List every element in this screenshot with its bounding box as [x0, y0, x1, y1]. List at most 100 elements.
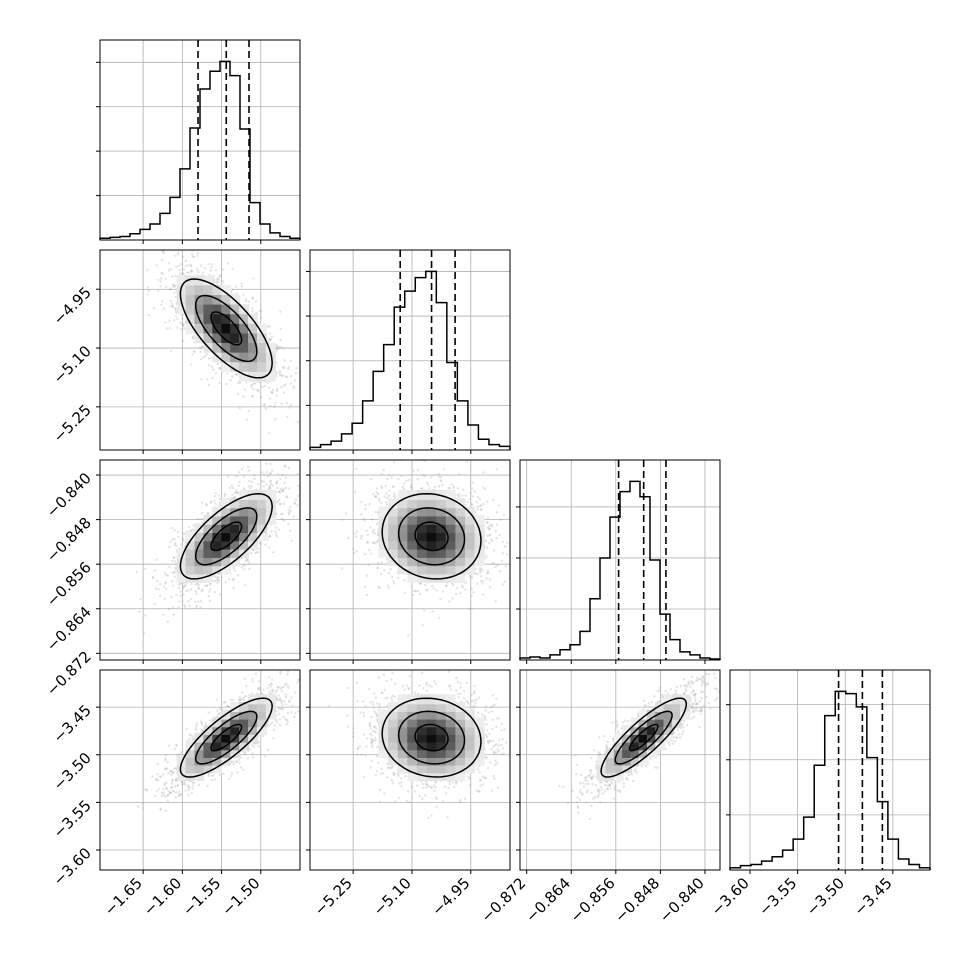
sample-point	[262, 473, 266, 476]
sample-point	[486, 534, 489, 537]
sample-point	[171, 571, 174, 575]
density-cell	[416, 531, 427, 542]
sample-point	[282, 502, 286, 505]
sample-point	[476, 582, 479, 585]
sample-point	[490, 523, 493, 526]
sample-point	[502, 513, 506, 517]
density-cell	[256, 323, 267, 334]
sample-point	[265, 470, 268, 474]
sample-point	[293, 379, 296, 382]
sample-point	[229, 379, 232, 382]
sample-point	[173, 528, 176, 532]
density-cell	[265, 514, 276, 525]
sample-point	[288, 487, 291, 490]
sample-point	[207, 364, 211, 367]
sample-point	[161, 250, 165, 253]
sample-point	[240, 566, 244, 569]
sample-point	[228, 486, 232, 490]
sample-point	[173, 575, 176, 578]
sample-point	[294, 712, 297, 715]
sample-point	[196, 517, 199, 520]
sample-point	[391, 485, 395, 488]
sample-point	[216, 576, 219, 580]
sample-point	[244, 584, 247, 587]
histogram-bar	[660, 614, 670, 660]
sample-point	[431, 584, 434, 588]
density-cell	[474, 531, 485, 542]
sample-point	[412, 593, 415, 597]
sample-point	[247, 300, 250, 303]
density-cell	[436, 556, 447, 567]
sample-point	[275, 389, 279, 393]
sample-point	[468, 575, 471, 578]
density-cell	[465, 564, 475, 575]
sample-point	[522, 534, 524, 536]
density-cell	[256, 371, 267, 382]
sample-point	[197, 587, 200, 590]
sample-point	[182, 539, 185, 542]
sample-point	[432, 587, 435, 590]
histogram-bar	[550, 655, 560, 660]
sample-point	[385, 503, 388, 506]
sample-point	[145, 268, 149, 272]
sample-point	[284, 486, 288, 490]
sample-point	[353, 551, 356, 555]
sample-point	[368, 503, 371, 506]
sample-point	[489, 586, 492, 589]
density-cell	[388, 531, 399, 542]
sample-point	[287, 365, 291, 369]
sample-point	[425, 481, 429, 484]
sample-point	[402, 487, 405, 491]
sample-point	[289, 382, 293, 385]
sample-point	[181, 587, 185, 590]
sample-point	[276, 473, 280, 476]
sample-point	[201, 501, 204, 504]
sample-point	[242, 475, 246, 479]
density-cell	[378, 506, 389, 517]
sample-point	[195, 604, 199, 608]
sample-point	[437, 472, 440, 476]
sample-point	[301, 431, 303, 433]
sample-point	[234, 495, 237, 499]
sample-point	[200, 378, 203, 381]
sample-point	[175, 544, 178, 548]
histogram-bar	[415, 278, 426, 450]
sample-point	[173, 747, 177, 751]
y-tick-label: −0.872	[43, 647, 95, 699]
sample-point	[219, 576, 223, 579]
sample-point	[168, 545, 171, 549]
sample-point	[176, 535, 180, 539]
sample-point	[151, 576, 155, 580]
sample-point	[452, 486, 455, 490]
sample-point	[218, 503, 221, 507]
sample-point	[390, 575, 394, 579]
sample-point	[279, 487, 282, 491]
sample-point	[168, 791, 171, 795]
sample-point	[278, 490, 281, 493]
sample-point	[479, 569, 482, 573]
sample-point	[208, 583, 212, 586]
histogram-bar	[270, 233, 280, 240]
sample-point	[204, 266, 207, 270]
density-cell	[194, 323, 205, 334]
sample-point	[135, 570, 138, 574]
density-cell	[221, 506, 232, 517]
sample-point	[267, 340, 270, 344]
sample-point	[238, 761, 241, 765]
sample-point	[209, 356, 213, 360]
sample-point	[503, 580, 507, 583]
sample-point	[196, 254, 199, 257]
sample-point	[182, 272, 185, 276]
sample-point	[276, 387, 279, 391]
sample-point	[192, 256, 195, 259]
sample-point	[283, 481, 286, 485]
sample-point	[393, 496, 396, 499]
sample-point	[168, 327, 171, 330]
sample-point	[173, 537, 176, 541]
sample-point	[385, 492, 388, 495]
sample-point	[267, 487, 270, 490]
histogram-bar	[436, 303, 447, 450]
histogram-bar	[489, 445, 500, 450]
sample-point	[268, 472, 272, 476]
sample-point	[246, 558, 250, 562]
